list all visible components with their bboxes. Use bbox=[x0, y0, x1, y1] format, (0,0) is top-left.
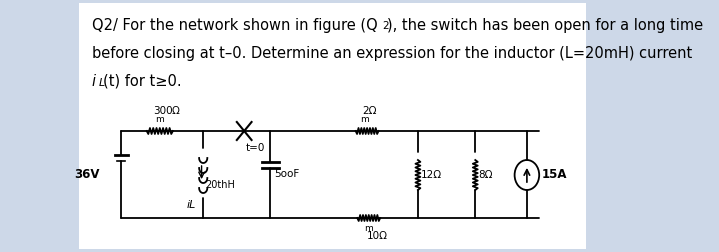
Text: 12Ω: 12Ω bbox=[421, 170, 442, 180]
FancyBboxPatch shape bbox=[80, 3, 586, 249]
Text: Ω: Ω bbox=[171, 106, 179, 116]
Text: 8Ω: 8Ω bbox=[479, 170, 493, 180]
Text: 2: 2 bbox=[383, 21, 389, 31]
Text: 20thH: 20thH bbox=[206, 180, 236, 190]
Text: 15A: 15A bbox=[541, 169, 567, 181]
Text: t=0: t=0 bbox=[246, 143, 265, 153]
Text: m: m bbox=[155, 115, 164, 124]
Text: Q2/ For the network shown in figure (Q: Q2/ For the network shown in figure (Q bbox=[92, 18, 377, 33]
Text: 5ooF: 5ooF bbox=[274, 169, 299, 179]
Text: 300: 300 bbox=[153, 106, 173, 116]
Text: L: L bbox=[99, 78, 104, 88]
Text: (t) for t≥0.: (t) for t≥0. bbox=[104, 74, 182, 89]
Text: ), the switch has been open for a long time: ), the switch has been open for a long t… bbox=[387, 18, 703, 33]
Text: m: m bbox=[364, 224, 372, 233]
Text: 2Ω: 2Ω bbox=[362, 106, 377, 116]
Text: iL: iL bbox=[187, 200, 196, 210]
Text: before closing at t–0. Determine an expression for the inductor (L=20mH) current: before closing at t–0. Determine an expr… bbox=[92, 46, 692, 61]
Text: m: m bbox=[360, 115, 370, 124]
Text: i: i bbox=[92, 74, 96, 89]
Text: 10Ω: 10Ω bbox=[367, 231, 388, 241]
Text: 36V: 36V bbox=[75, 168, 100, 181]
